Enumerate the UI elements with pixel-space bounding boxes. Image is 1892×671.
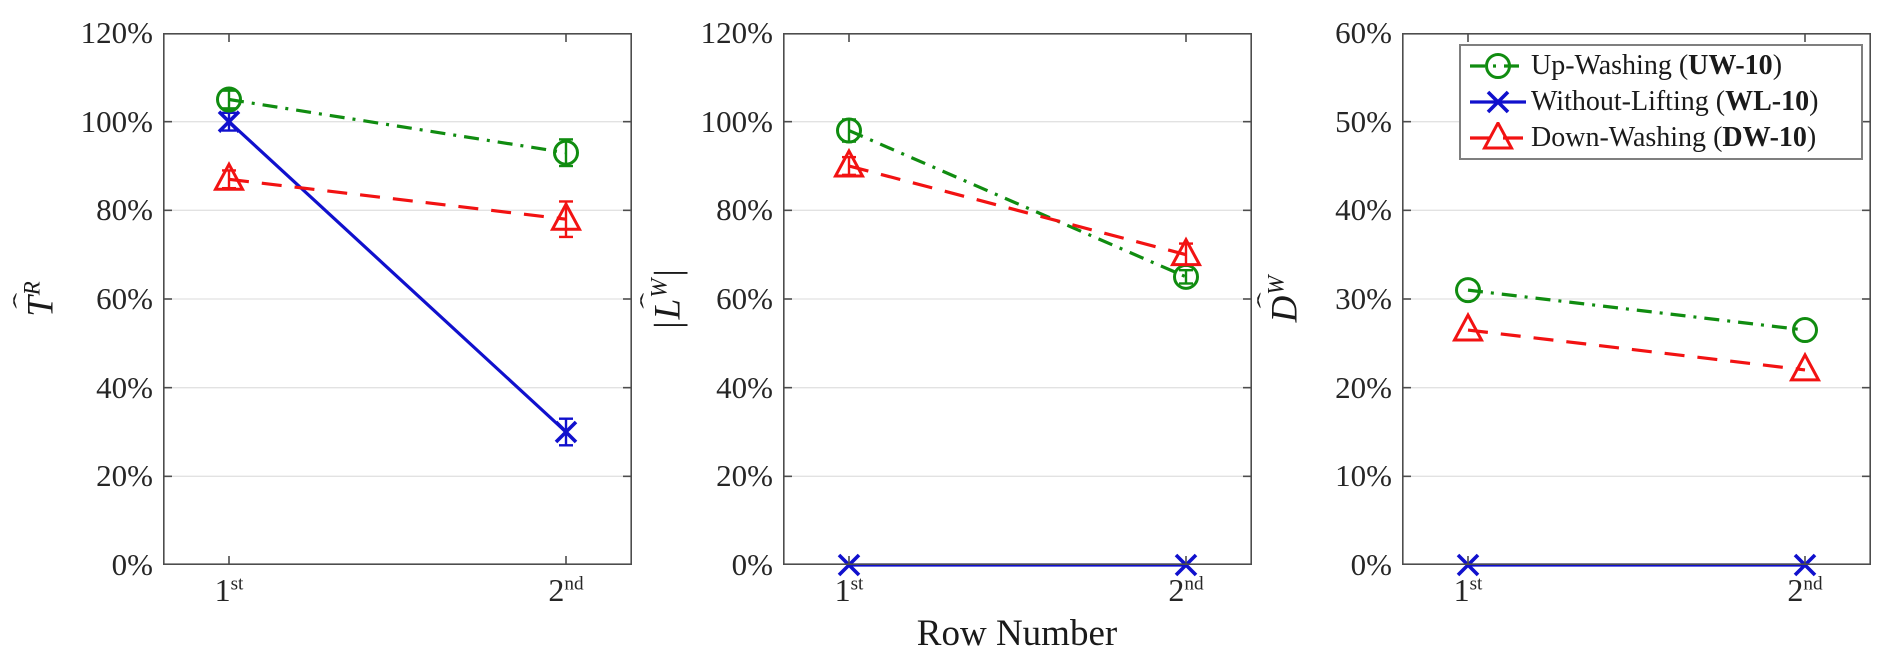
marker-triangle [549,201,583,231]
x-tick-label: 2nd [548,572,584,608]
error-bar [1179,268,1193,285]
legend-entry-dw-10: Down-Washing (DW-10) [1469,120,1861,156]
marker-x [217,110,241,133]
y-tick-label: 20% [1335,369,1392,405]
series-line-WL-10 [227,120,568,434]
marker-circle [1485,53,1511,79]
y-tick-label: 120% [80,15,153,50]
y-tick-label: 100% [80,103,153,139]
y-axis-label: | ˆ LW| [635,269,689,329]
marker-triangle [1788,351,1822,382]
y-tick-label: 80% [96,192,153,228]
marker-triangle [212,161,246,191]
y-tick-label: 20% [716,458,773,494]
legend-marker-circle [1470,53,1526,79]
legend-marker-triangle [1470,122,1526,150]
marker-triangle [1481,122,1515,150]
marker-circle [216,86,242,113]
marker-x [554,420,578,444]
marker-circle [836,117,862,144]
x-tick-label: 2nd [1168,572,1204,608]
marker-circle [1792,317,1818,344]
y-axis-label: ˆ TR [8,281,62,317]
marker-circle [1455,277,1481,304]
series-line-UW-10 [1467,288,1806,332]
axis-ticks [163,33,632,565]
y-tick-label: 0% [1350,547,1392,582]
y-tick-label: 100% [700,103,773,139]
y-tick-label: 0% [111,547,153,582]
marker-x [1486,90,1510,114]
series-line-DW-10 [1467,328,1806,372]
axis-ticks [1402,33,1871,565]
plot-panel-l [783,33,1252,577]
y-tick-label: 30% [1335,281,1392,316]
y-tick-label: 20% [96,458,153,494]
y-tick-label: 120% [700,15,773,50]
error-bar [559,138,573,168]
y-tick-label: 40% [1335,192,1392,228]
y-tick-label: 10% [1335,458,1392,494]
y-tick-label: 0% [731,547,773,582]
series-line-UW-10 [848,129,1187,279]
x-tick-label: 1st [1453,572,1483,608]
y-tick-label: 60% [1335,15,1392,50]
series-line-UW-10 [228,97,567,155]
y-tick-label: 60% [716,281,773,316]
x-tick-label: 1st [214,572,244,608]
error-bar [842,118,856,143]
error-bar [222,89,236,110]
plot-panel-t [163,33,632,566]
y-tick-label: 80% [716,192,773,228]
axis-ticks [783,33,1252,565]
legend-entry-uw-10: Up-Washing (UW-10) [1469,48,1861,84]
legend-marker-x [1470,90,1526,114]
x-tick-label: 1st [834,572,864,608]
marker-triangle [1451,311,1485,342]
x-tick-label: 2nd [1787,572,1823,608]
legend-label: Up-Washing (UW-10) [1531,50,1783,81]
y-axis-label: ˆ DW [1252,275,1306,323]
y-tick-label: 40% [716,369,773,405]
series-line-DW-10 [848,164,1187,257]
y-tick-label: 50% [1335,103,1392,139]
legend-label: Down-Washing (DW-10) [1531,122,1817,153]
legend: Up-Washing (UW-10) Without-Lifting (WL-10… [1459,44,1863,160]
series-line-DW-10 [228,177,567,221]
x-axis-label: Row Number [916,613,1118,654]
legend-entry-wl-10: Without-Lifting (WL-10) [1469,84,1861,120]
marker-circle [553,139,579,166]
marker-triangle [1169,236,1203,267]
y-tick-label: 40% [96,369,153,405]
marker-triangle [832,147,866,178]
y-tick-label: 60% [96,281,153,316]
legend-label: Without-Lifting (WL-10) [1531,86,1819,117]
